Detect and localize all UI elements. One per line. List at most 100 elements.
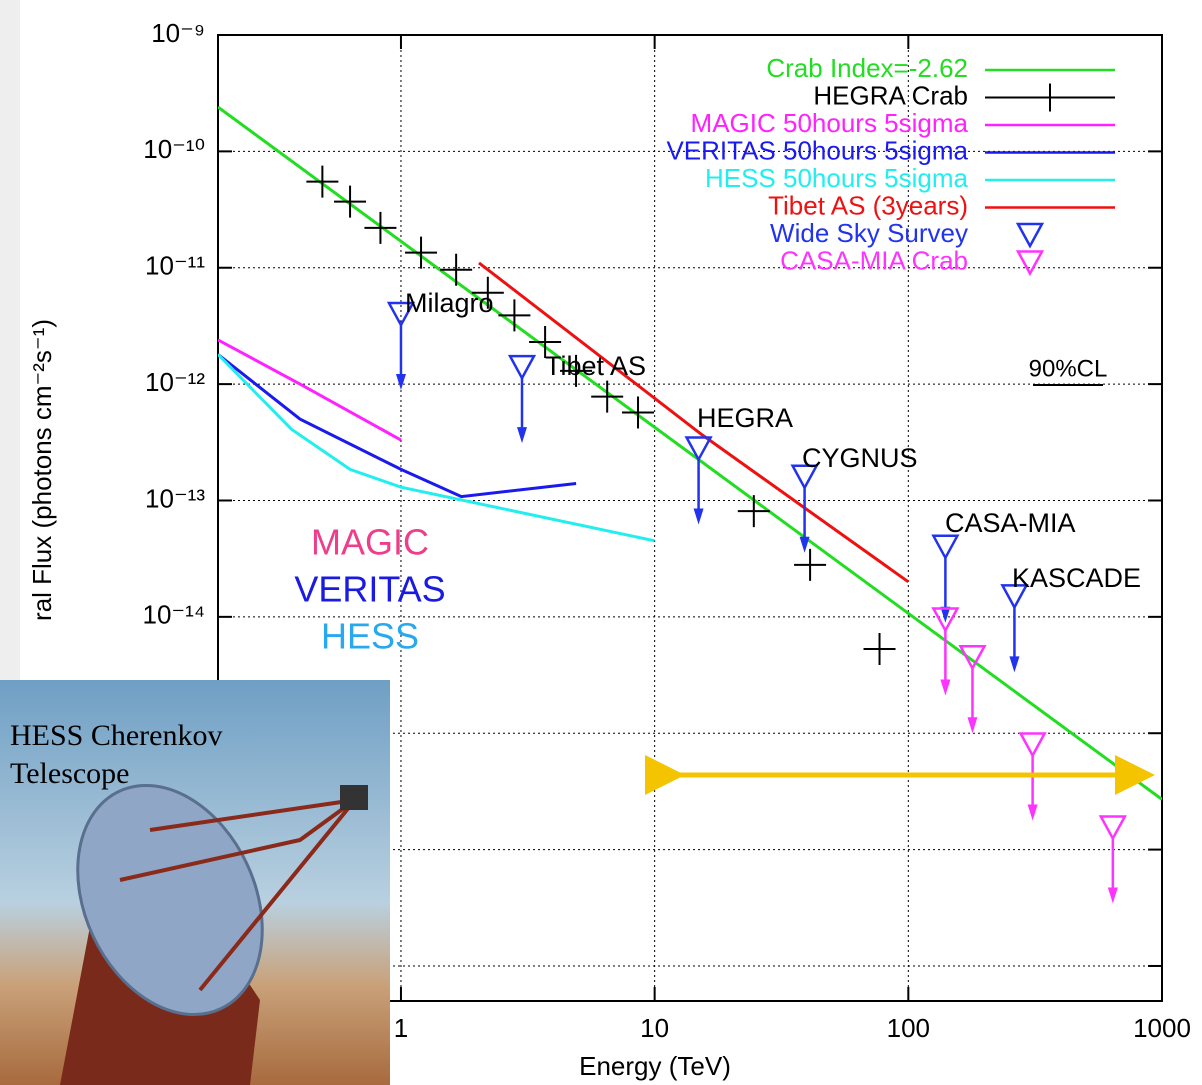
upper-limit-arrowhead xyxy=(693,508,704,525)
upper-limit-triangle xyxy=(1000,584,1029,610)
annotation: Milagro xyxy=(405,288,494,318)
cross xyxy=(364,211,397,244)
upper-limit-arrowhead xyxy=(799,536,810,553)
cross xyxy=(529,326,562,359)
upper-limit xyxy=(790,464,819,553)
upper-limit-triangle xyxy=(1018,732,1047,759)
annotation: 90%CL xyxy=(1029,355,1108,382)
data-point xyxy=(498,299,531,332)
series-line xyxy=(218,105,1162,801)
legend-label: Crab Index=-2.62 xyxy=(766,53,968,83)
data-point xyxy=(440,253,473,286)
upper-limit xyxy=(507,354,537,444)
upper-limit-triangle xyxy=(931,534,960,561)
cross xyxy=(794,548,827,581)
upper-limit-triangle xyxy=(386,301,416,328)
data-point xyxy=(863,632,896,665)
upper-limit-triangle xyxy=(684,436,713,463)
data-point xyxy=(334,185,367,218)
annotation: HEGRA xyxy=(697,403,793,433)
y-tick-label: 10⁻⁹ xyxy=(151,18,205,48)
data-point xyxy=(306,165,339,198)
annotation: CYGNUS xyxy=(802,443,918,473)
upper-limit-triangle xyxy=(1015,250,1045,277)
cross xyxy=(863,632,896,665)
telescope-mirror xyxy=(76,783,264,1017)
series-line xyxy=(478,261,910,584)
data-point xyxy=(560,354,593,387)
y-tick-label: 10⁻¹⁴ xyxy=(143,600,205,630)
cross xyxy=(334,185,367,218)
photo: HESS Cherenkov Telescope xyxy=(0,680,390,1085)
series-line xyxy=(218,353,577,499)
data-point xyxy=(591,380,624,413)
y-axis-label: ral Flux (photons cm⁻²s⁻¹) xyxy=(27,319,57,621)
cross xyxy=(622,396,655,429)
cross xyxy=(560,354,593,387)
upper-limit xyxy=(1000,584,1029,673)
upper-limit xyxy=(958,644,987,734)
upper-limit xyxy=(931,607,960,696)
x-tick-label: 1 xyxy=(394,1013,408,1043)
data-point xyxy=(794,548,827,581)
y-tick-label: 10⁻¹² xyxy=(145,367,205,397)
legend-label: VERITAS 50hours 5sigma xyxy=(666,135,968,165)
upper-limit-triangle xyxy=(1015,222,1045,249)
experiment-label: MAGIC xyxy=(311,522,429,563)
legend-label: CASA-MIA Crab xyxy=(780,245,968,275)
upper-limit-arrowhead xyxy=(1009,656,1020,673)
experiment-label: VERITAS xyxy=(294,569,445,610)
plot-area xyxy=(218,35,1162,1001)
photo-caption: Telescope xyxy=(10,757,130,790)
experiment-label: HESS xyxy=(321,616,419,657)
cross xyxy=(405,236,438,269)
cross xyxy=(306,165,339,198)
telescope-struts xyxy=(119,798,357,992)
data-point xyxy=(737,495,770,528)
upper-limit xyxy=(1015,222,1045,249)
annotation: KASCADE xyxy=(1012,563,1141,593)
x-axis-label: Energy (TeV) xyxy=(579,1051,731,1081)
upper-limit xyxy=(386,301,416,391)
data-point xyxy=(471,276,504,309)
upper-limit-triangle xyxy=(1098,815,1127,842)
annotation: Tibet AS xyxy=(545,351,646,381)
legend-label: Wide Sky Survey xyxy=(770,218,968,248)
upper-limit-arrowhead xyxy=(395,374,406,391)
upper-limit-arrowhead xyxy=(1107,887,1118,904)
upper-limit-arrowhead xyxy=(1027,804,1038,821)
upper-limit xyxy=(1098,815,1127,904)
x-tick-label: 10 xyxy=(640,1013,669,1043)
telescope-camera xyxy=(340,785,368,810)
data-point xyxy=(364,211,397,244)
x-tick-label: 100 xyxy=(887,1013,930,1043)
upper-limit-arrowhead xyxy=(940,679,951,696)
upper-limit-arrowhead xyxy=(517,427,528,444)
cross xyxy=(471,276,504,309)
upper-limit-arrowhead xyxy=(967,717,978,734)
upper-limit-triangle xyxy=(507,354,537,381)
annotation: CASA-MIA xyxy=(945,508,1076,538)
legend-label: HEGRA Crab xyxy=(813,80,968,110)
photo-caption: HESS Cherenkov xyxy=(10,719,223,752)
series-line xyxy=(218,338,402,442)
y-tick-label: 10⁻¹¹ xyxy=(145,251,205,281)
data-point xyxy=(622,396,655,429)
cross xyxy=(591,380,624,413)
x-tick-label: 1000 xyxy=(1133,1013,1191,1043)
cross xyxy=(440,253,473,286)
legend-label: HESS 50hours 5sigma xyxy=(705,163,969,193)
legend-label: MAGIC 50hours 5sigma xyxy=(691,108,969,138)
cross xyxy=(498,299,531,332)
data-point xyxy=(405,236,438,269)
upper-limit-arrowhead xyxy=(940,606,951,623)
series-line xyxy=(218,353,655,543)
upper-limit xyxy=(931,534,960,623)
upper-limit-triangle xyxy=(958,644,987,671)
upper-limit-triangle xyxy=(790,464,819,491)
data-point xyxy=(529,326,562,359)
cross xyxy=(737,495,770,528)
upper-limit-triangle xyxy=(931,607,960,634)
upper-limit xyxy=(1015,250,1045,277)
